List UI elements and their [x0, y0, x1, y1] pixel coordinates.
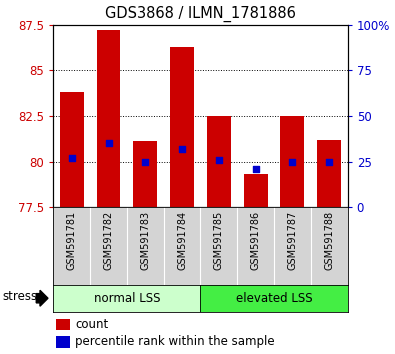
Bar	[96, 30, 120, 207]
Text: GSM591787: GSM591787	[288, 211, 297, 270]
Text: percentile rank within the sample: percentile rank within the sample	[75, 336, 275, 348]
Point	[142, 159, 149, 164]
Bar	[56, 336, 70, 348]
Point	[105, 141, 112, 146]
Point	[216, 157, 222, 162]
Bar	[170, 47, 194, 207]
Bar	[207, 116, 231, 207]
Text: count: count	[75, 318, 109, 331]
Bar	[56, 319, 70, 330]
Point	[326, 159, 332, 164]
Point	[289, 159, 295, 164]
Point	[69, 155, 75, 161]
Bar	[280, 116, 305, 207]
Text: GSM591783: GSM591783	[140, 211, 150, 270]
Title: GDS3868 / ILMN_1781886: GDS3868 / ILMN_1781886	[105, 6, 296, 22]
Point	[179, 146, 185, 152]
Text: GSM591785: GSM591785	[214, 211, 224, 270]
Bar	[60, 92, 84, 207]
Bar	[53, 285, 201, 312]
Text: GSM591784: GSM591784	[177, 211, 187, 270]
Bar	[317, 139, 341, 207]
Text: normal LSS: normal LSS	[94, 292, 160, 305]
Text: GSM591786: GSM591786	[251, 211, 261, 270]
Text: stress: stress	[3, 290, 38, 303]
Bar	[134, 142, 157, 207]
Point	[252, 166, 259, 172]
Text: GSM591781: GSM591781	[67, 211, 77, 270]
Text: GSM591782: GSM591782	[103, 211, 113, 270]
FancyArrow shape	[36, 290, 48, 306]
Text: GSM591788: GSM591788	[324, 211, 334, 270]
Bar	[201, 285, 348, 312]
Bar	[244, 174, 267, 207]
Text: elevated LSS: elevated LSS	[236, 292, 312, 305]
